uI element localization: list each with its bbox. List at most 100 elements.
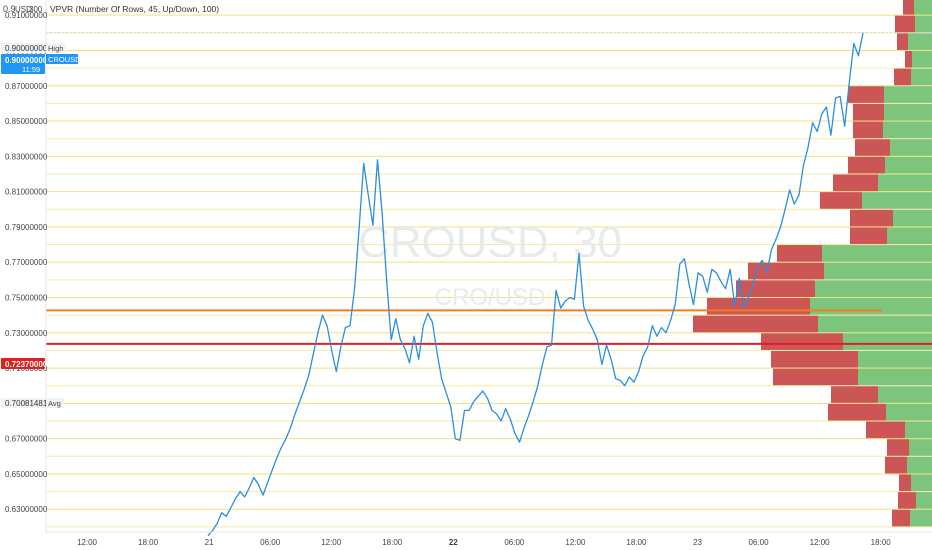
price-line xyxy=(207,32,864,537)
axis-header: 0.9 USD 300 xyxy=(3,4,43,14)
volume-bar-down xyxy=(897,33,908,50)
volume-bar-up xyxy=(886,403,932,421)
volume-bar-down xyxy=(850,227,887,245)
volume-bar-up xyxy=(890,139,932,156)
volume-bar-down xyxy=(848,156,885,174)
x-axis[interactable]: 12:00 18:00 21 06:00 12:00 18:00 22 06:00 12:00 1… xyxy=(46,531,932,547)
volume-bar-up xyxy=(916,492,932,509)
indicator-label[interactable]: VPVR (Number Of Rows, 45, Up/Down, 100) xyxy=(50,4,219,14)
volume-bar-down xyxy=(894,68,911,86)
volume-bar-down xyxy=(736,280,815,297)
x-tick-label: 06:00 xyxy=(504,538,525,547)
volume-bar-up xyxy=(858,350,932,368)
volume-bar-down xyxy=(848,86,884,103)
volume-bar-up xyxy=(914,0,932,15)
y-tick-label: 0.77000000 xyxy=(5,258,48,267)
volume-bar-up xyxy=(907,456,932,474)
avg-tag-value: 0.70081481 xyxy=(5,399,48,408)
volume-bar-up xyxy=(878,174,932,192)
high-tag-label: High xyxy=(48,44,63,53)
volume-bar-up xyxy=(824,262,932,280)
x-tick-label: 18:00 xyxy=(138,538,159,547)
volume-bar-down xyxy=(693,315,818,333)
volume-bar-down xyxy=(828,403,886,421)
x-tick-label: 18:00 xyxy=(382,538,403,547)
last-price-symbol: CROUSD xyxy=(48,55,81,64)
grid-lines xyxy=(46,14,932,528)
volume-bar-down xyxy=(905,50,912,68)
y-axis[interactable]: 0.910000000.890000000.870000000.85000000… xyxy=(3,0,48,532)
volume-bar-up xyxy=(912,50,932,68)
red-line-tag: 0.72370000 xyxy=(1,358,48,369)
red-line-tag-value: 0.72370000 xyxy=(5,360,48,369)
price-series xyxy=(207,32,864,537)
volume-bar-up xyxy=(810,297,932,315)
y-tick-label: 0.73000000 xyxy=(5,329,48,338)
x-tick-label: 12:00 xyxy=(810,538,831,547)
volume-bar-down xyxy=(850,209,893,227)
y-tick-label: 0.91000000 xyxy=(5,11,48,20)
volume-bar-down xyxy=(777,245,822,262)
x-tick-label: 06:00 xyxy=(260,538,281,547)
x-tick-label: 12:00 xyxy=(565,538,586,547)
x-tick-label: 12:00 xyxy=(321,538,342,547)
volume-bar-up xyxy=(909,439,932,456)
volume-bar-down xyxy=(855,139,890,156)
y-tick-labels: 0.910000000.890000000.870000000.85000000… xyxy=(5,11,48,514)
volume-bar-down xyxy=(771,350,858,368)
volume-bar-up xyxy=(908,33,932,50)
volume-bar-down xyxy=(885,456,907,474)
volume-bar-down xyxy=(820,192,862,209)
volume-bar-up xyxy=(883,121,932,139)
volume-bar-down xyxy=(853,121,883,139)
y-tick-label: 0.87000000 xyxy=(5,82,48,91)
x-tick-label: 23 xyxy=(693,538,702,547)
volume-bar-down xyxy=(853,103,884,121)
volume-bar-up xyxy=(822,245,932,262)
volume-bar-down xyxy=(748,262,824,280)
volume-bar-down xyxy=(866,421,905,439)
price-levels xyxy=(46,32,932,345)
countdown-timer: 11:59 xyxy=(22,65,40,74)
x-tick-label: 18:00 xyxy=(626,538,647,547)
high-tag-value: 0.90000000 xyxy=(5,44,48,53)
volume-bar-down xyxy=(887,439,909,456)
y-tick-label: 0.83000000 xyxy=(5,152,48,161)
y-tick-label: 0.85000000 xyxy=(5,117,48,126)
axis-unit: USD xyxy=(15,5,32,14)
last-price-tag: 0.90000000 11:59 CROUSD xyxy=(1,54,81,74)
volume-bar-down xyxy=(773,368,858,386)
volume-bar-up xyxy=(887,227,932,245)
volume-bar-up xyxy=(885,156,932,174)
volume-bar-down xyxy=(899,474,911,492)
y-tick-label: 0.81000000 xyxy=(5,188,48,197)
last-price-value: 0.90000000 xyxy=(5,56,48,65)
high-tag: 0.90000000 High xyxy=(1,43,66,53)
volume-bar-up xyxy=(884,103,932,121)
y-tick-label: 0.79000000 xyxy=(5,223,48,232)
volume-bar-down xyxy=(903,0,914,15)
volume-bar-up xyxy=(858,368,932,386)
volume-bar-down xyxy=(761,333,843,350)
avg-tag-label: Avg xyxy=(48,399,61,408)
volume-bar-down xyxy=(833,174,878,192)
avg-tag: 0.70081481 Avg xyxy=(1,398,64,408)
volume-bar-down xyxy=(831,386,878,403)
volume-bar-up xyxy=(884,86,932,103)
volume-profile xyxy=(693,0,932,527)
volume-bar-down xyxy=(707,297,810,315)
y-tick-label: 0.75000000 xyxy=(5,293,48,302)
volume-bar-up xyxy=(862,192,932,209)
x-tick-label: 12:00 xyxy=(77,538,98,547)
volume-bar-down xyxy=(895,15,915,33)
volume-bar-down xyxy=(898,492,916,509)
volume-bar-up xyxy=(911,68,932,86)
y-tick-label: 0.63000000 xyxy=(5,505,48,514)
y-tick-label: 0.67000000 xyxy=(5,435,48,444)
x-tick-label: 21 xyxy=(205,538,214,547)
volume-bar-up xyxy=(878,386,932,403)
x-tick-label: 18:00 xyxy=(871,538,892,547)
y-tick-label: 0.65000000 xyxy=(5,470,48,479)
watermark-ticker: CROUSD, 30 xyxy=(358,218,622,267)
